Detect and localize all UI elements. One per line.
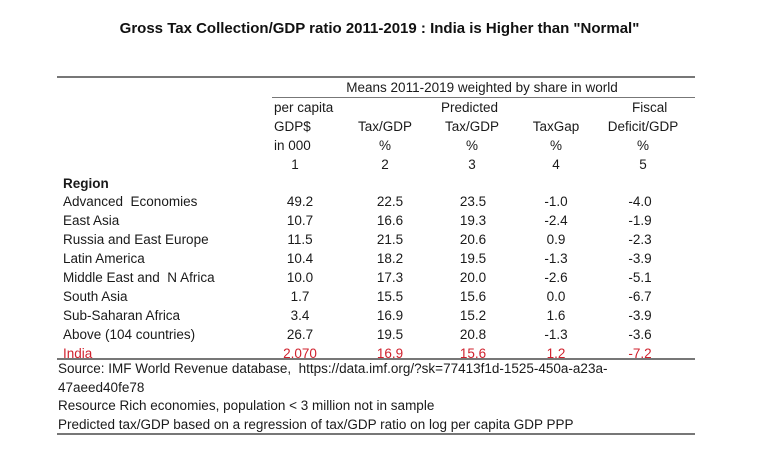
note-line: Predicted tax/GDP based on a regression … (58, 416, 574, 432)
column-header: Fiscal (632, 100, 668, 115)
table-cell: -2.3 (628, 232, 652, 247)
group-header: Means 2011-2019 weighted by share in wor… (346, 80, 618, 95)
table-cell: 10.7 (286, 213, 314, 228)
column-number: 5 (639, 157, 647, 172)
region-label: Advanced Economies (63, 194, 198, 209)
table-cell: 15.6 (459, 346, 487, 361)
table-cell: 10.4 (286, 251, 314, 266)
page-title: Gross Tax Collection/GDP ratio 2011-2019… (119, 20, 640, 37)
table-cell: 16.6 (376, 213, 404, 228)
table-cell: 16.9 (376, 346, 404, 361)
table-cell: -3.9 (628, 251, 652, 266)
region-label: India (63, 346, 93, 361)
column-header: Predicted (441, 100, 499, 115)
table-cell: 1.7 (290, 289, 310, 304)
table-cell: 22.5 (376, 194, 404, 209)
table-cell: 19.3 (459, 213, 487, 228)
table-cell: 15.2 (459, 308, 487, 323)
table-cell: 1.6 (546, 308, 566, 323)
region-label: Above (104 countries) (63, 327, 196, 342)
region-label: East Asia (63, 213, 120, 228)
table-cell: 20.0 (459, 270, 487, 285)
column-header: Tax/GDP (357, 119, 412, 134)
group-rule (272, 97, 695, 98)
column-header: % (549, 138, 562, 153)
region-label: Russia and East Europe (63, 232, 209, 247)
row-header: Region (63, 176, 109, 191)
table-cell: -1.0 (544, 194, 568, 209)
region-label: Sub-Saharan Africa (63, 308, 181, 323)
table-cell: 19.5 (376, 327, 404, 342)
note-line: 47aeed40fe78 (58, 379, 145, 395)
column-header: Deficit/GDP (607, 119, 679, 134)
column-header: % (636, 138, 649, 153)
table-cell: -3.6 (628, 327, 652, 342)
column-header: in 000 (274, 138, 311, 153)
table-cell: 18.2 (376, 251, 404, 266)
note-line: Resource Rich economies, population < 3 … (58, 398, 435, 413)
table-cell: 17.3 (376, 270, 404, 285)
column-header: TaxGap (532, 119, 580, 134)
table-cell: -1.9 (628, 213, 652, 228)
table-cell: -6.7 (628, 289, 652, 304)
table-cell: 15.6 (459, 289, 487, 304)
table-cell: 10.0 (286, 270, 314, 285)
column-number: 4 (552, 157, 560, 172)
table-cell: 21.5 (376, 232, 404, 247)
column-header: % (378, 138, 391, 153)
table-cell: 11.5 (287, 232, 313, 247)
column-header: per capita (274, 100, 334, 115)
table-cell: 16.9 (376, 308, 404, 323)
table-bottom-rule (57, 358, 695, 360)
top-rule (57, 76, 695, 78)
table-cell: 19.5 (459, 251, 487, 266)
table-cell: 23.5 (459, 194, 487, 209)
table-cell: 20.6 (459, 232, 487, 247)
table-cell: -5.1 (628, 270, 652, 285)
table-cell: 49.2 (286, 194, 314, 209)
notes-bottom-rule (57, 433, 695, 435)
table-cell: 0.0 (546, 289, 566, 304)
table-cell: -1.3 (544, 327, 568, 342)
table-cell: 26.7 (286, 327, 314, 342)
region-label: South Asia (63, 289, 128, 304)
table-cell: -4.0 (628, 194, 652, 209)
column-header: GDP$ (274, 119, 311, 134)
table-cell: 1.2 (546, 346, 566, 361)
table-cell: 20.8 (459, 327, 487, 342)
table-cell: -7.2 (628, 346, 652, 361)
region-label: Middle East and N Africa (63, 270, 215, 285)
column-number: 3 (468, 157, 476, 172)
table-cell: 0.9 (546, 232, 566, 247)
table-cell: -1.3 (544, 251, 568, 266)
column-header: % (465, 138, 478, 153)
table-cell: -2.6 (544, 270, 568, 285)
table-cell: -2.4 (544, 213, 568, 228)
column-number: 2 (381, 157, 389, 172)
table-cell: 2.070 (283, 346, 317, 361)
table-cell: 3.4 (290, 308, 310, 323)
table-cell: 15.5 (376, 289, 404, 304)
region-label: Latin America (63, 251, 145, 266)
column-number: 1 (291, 157, 299, 172)
note-line: Source: IMF World Revenue database, http… (58, 361, 608, 376)
table-cell: -3.9 (628, 308, 652, 323)
column-header: Tax/GDP (444, 119, 499, 134)
